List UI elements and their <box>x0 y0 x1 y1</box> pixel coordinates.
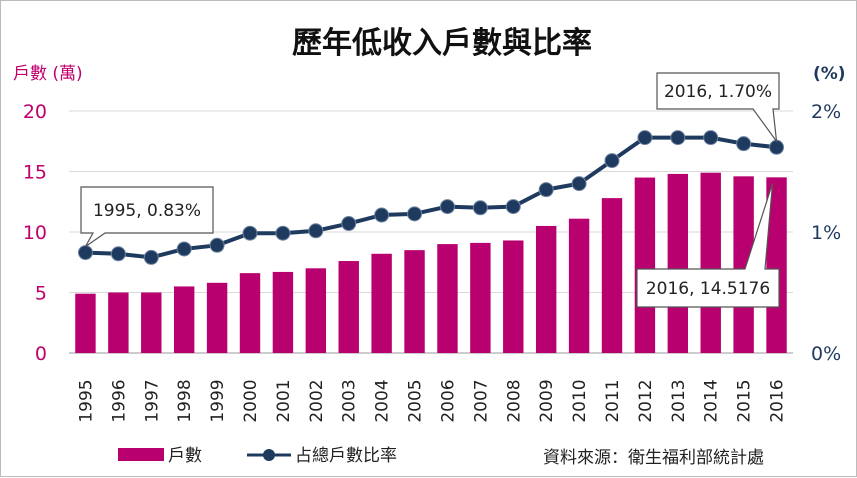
x-tick-label: 2013 <box>669 379 689 422</box>
x-tick-label: 1997 <box>142 379 162 422</box>
line-point <box>407 206 423 222</box>
bar <box>634 177 656 353</box>
bar <box>601 198 623 353</box>
line-point <box>110 246 126 262</box>
legend-line-label: 占總戶數比率 <box>295 446 397 466</box>
callout-text: 2016, 14.5176 <box>646 279 770 299</box>
line-point <box>637 130 653 146</box>
line-point <box>439 199 455 215</box>
bar <box>272 271 294 353</box>
bar <box>667 173 689 353</box>
x-tick-label: 2005 <box>406 379 426 422</box>
bar <box>700 172 721 353</box>
bar <box>568 218 590 353</box>
line-point <box>308 223 324 239</box>
right-tick-label: 1% <box>811 222 841 244</box>
right-axis-label: (%) <box>813 64 846 84</box>
line-point <box>209 237 225 253</box>
bar <box>173 286 195 353</box>
bar <box>338 261 359 353</box>
right-tick-label: 0% <box>811 343 841 365</box>
line-point <box>341 216 357 232</box>
bar <box>404 250 425 353</box>
line-point <box>505 199 521 215</box>
bar <box>470 242 491 353</box>
bar <box>206 282 228 353</box>
bar <box>535 225 557 353</box>
line-point <box>143 249 159 265</box>
x-tick-label: 2016 <box>768 379 788 422</box>
bar-series <box>75 172 787 353</box>
line-point <box>769 139 785 155</box>
bar <box>141 292 162 353</box>
line-point <box>275 225 291 241</box>
chart-title: 歷年低收入戶數與比率 <box>292 26 592 61</box>
callout-text: 1995, 0.83% <box>93 201 201 221</box>
x-tick-label: 2000 <box>241 379 261 422</box>
bar <box>733 176 754 353</box>
line-point <box>176 241 192 257</box>
x-tick-label: 1998 <box>175 379 195 422</box>
left-tick-label: 15 <box>23 162 47 184</box>
x-tick-label: 2003 <box>340 379 360 422</box>
x-tick-label: 2012 <box>636 379 656 422</box>
left-tick-label: 20 <box>23 101 47 123</box>
legend-bar-swatch <box>118 448 164 461</box>
x-tick-label: 2004 <box>373 379 393 422</box>
line-point <box>736 136 752 152</box>
bar <box>503 240 524 353</box>
x-tick-label: 2008 <box>504 379 524 422</box>
line-point <box>670 130 686 146</box>
line-point <box>242 225 258 241</box>
x-tick-label: 2010 <box>570 379 590 422</box>
line-point <box>374 207 390 223</box>
x-tick-label: 2002 <box>307 379 327 422</box>
bar <box>239 273 261 353</box>
x-tick-label: 2007 <box>471 379 491 422</box>
right-axis-ticks: 0% 1% 2% <box>811 101 841 365</box>
x-tick-label: 2015 <box>735 379 755 422</box>
left-axis-label: 戶數 (萬) <box>13 64 83 84</box>
bar <box>75 293 96 353</box>
callout-box <box>656 72 780 144</box>
left-tick-label: 0 <box>35 343 47 365</box>
line-point <box>538 182 554 198</box>
source-note: 資料來源：衛生福利部統計處 <box>543 448 764 468</box>
line-point <box>571 176 587 192</box>
x-tick-label: 2011 <box>603 379 623 422</box>
line-point <box>77 245 93 261</box>
annotations: 1995, 0.83% 2016, 1.70% 2016, 14.5176 <box>80 72 780 308</box>
x-tick-label: 2006 <box>438 379 458 422</box>
x-tick-label: 1999 <box>208 379 228 422</box>
right-tick-label: 2% <box>811 101 841 123</box>
line-point <box>604 153 620 169</box>
callout-box <box>636 183 780 308</box>
x-tick-label: 1996 <box>109 379 129 422</box>
callout-text: 2016, 1.70% <box>664 82 772 102</box>
series-line <box>85 135 777 260</box>
left-axis-ticks: 0 5 10 15 20 <box>23 101 47 365</box>
legend-bar-label: 戶數 <box>168 446 202 466</box>
legend-line-marker <box>263 449 275 461</box>
x-tick-label: 2014 <box>702 379 722 422</box>
bar <box>371 253 392 353</box>
callout-box <box>80 186 214 248</box>
line-series <box>77 130 785 265</box>
legend: 戶數 占總戶數比率 <box>118 446 397 466</box>
x-tick-label: 1995 <box>76 379 96 422</box>
line-point <box>472 200 488 216</box>
x-tick-label: 2001 <box>274 379 294 422</box>
bar <box>437 244 458 353</box>
bar <box>108 292 129 353</box>
left-tick-label: 5 <box>35 283 47 305</box>
bar <box>305 268 327 353</box>
x-tick-label: 2009 <box>537 379 557 422</box>
left-tick-label: 10 <box>23 222 47 244</box>
line-point <box>703 130 719 146</box>
x-axis-ticks: 1995 1996 1997 1998 1999 2000 2001 2002 2003 2004… <box>76 379 787 422</box>
bar <box>766 177 787 353</box>
